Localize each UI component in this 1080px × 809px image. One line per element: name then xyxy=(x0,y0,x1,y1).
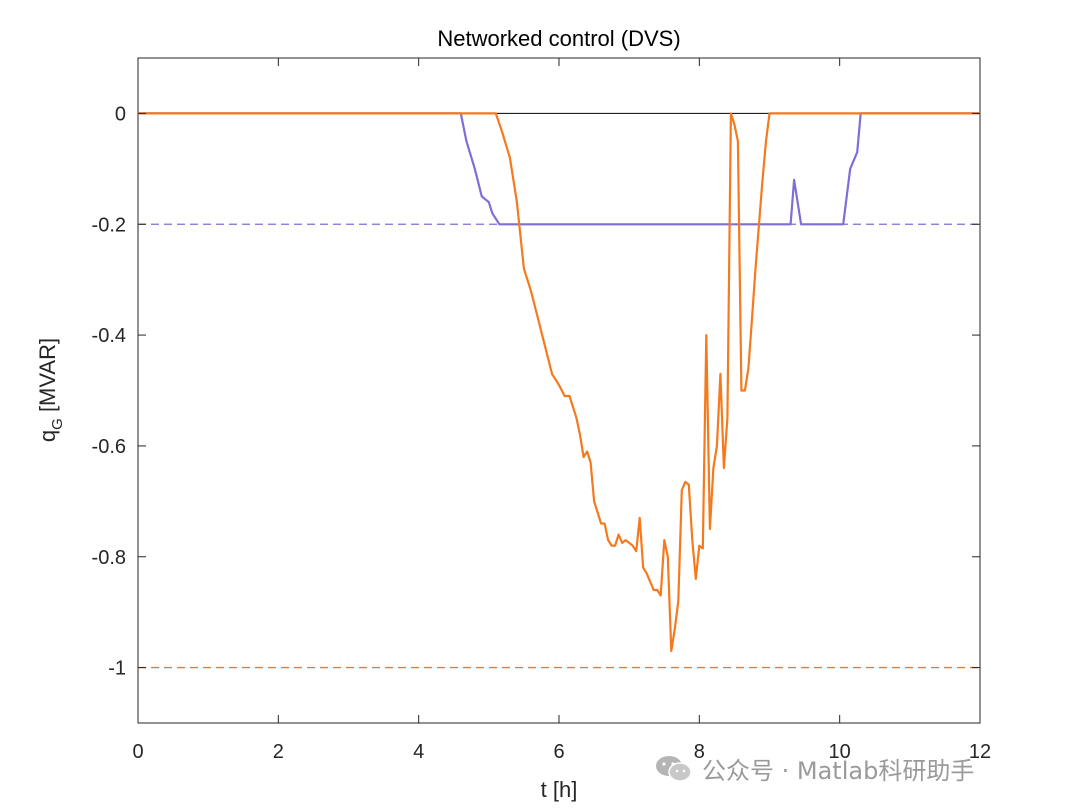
y-tick-label: 0 xyxy=(115,103,126,125)
x-tick-label: 10 xyxy=(829,741,851,763)
y-tick-label: -0.6 xyxy=(92,436,126,458)
series-line-0 xyxy=(138,112,980,226)
series-line-1 xyxy=(138,112,980,653)
y-tick-label: -0.8 xyxy=(92,547,126,569)
y-axis-label-unit: [MVAR] xyxy=(35,338,60,418)
watermark-text: 公众号 · Matlab科研助手 xyxy=(702,757,975,785)
axis-ticks: 0 2 4 6 8 10 12 0 -0.2 -0.4 -0.6 -0.8 -1 xyxy=(92,58,991,763)
y-tick-label: -0.4 xyxy=(92,325,126,347)
x-tick-label: 4 xyxy=(413,741,424,763)
x-tick-label: 8 xyxy=(694,741,705,763)
y-axis-label-subscript: G xyxy=(49,418,66,430)
plot-area xyxy=(137,57,981,724)
y-axis-label-main: q xyxy=(35,430,60,442)
x-tick-label: 0 xyxy=(132,741,143,763)
y-axis-label: qG [MVAR] xyxy=(35,338,66,442)
wechat-icon xyxy=(656,755,692,782)
watermark: 公众号 · Matlab科研助手 xyxy=(654,751,974,786)
x-tick-label: 6 xyxy=(553,741,564,763)
series-lines xyxy=(138,112,980,653)
x-axis-label: t [h] xyxy=(541,777,578,802)
y-tick-label: -1 xyxy=(108,658,126,680)
x-tick-label: 2 xyxy=(273,741,284,763)
x-tick-label: 12 xyxy=(969,741,991,763)
chart-title: Networked control (DVS) xyxy=(437,26,680,51)
y-tick-label: -0.2 xyxy=(92,214,126,236)
